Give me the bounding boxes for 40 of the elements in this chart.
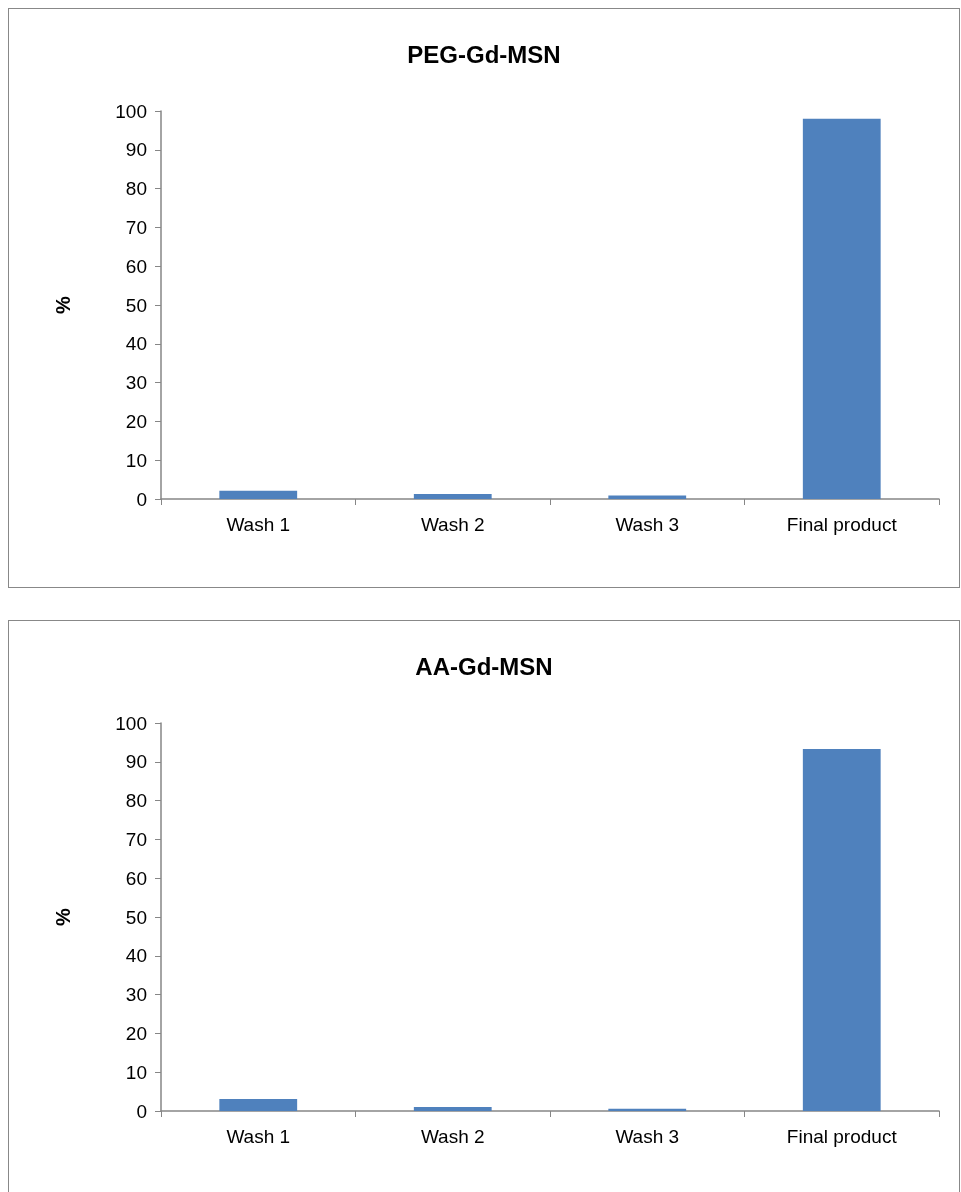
bar xyxy=(802,749,881,1111)
y-tick-label: 20 xyxy=(125,1022,147,1044)
x-tick-label: Final product xyxy=(786,514,898,535)
y-tick-label: 90 xyxy=(125,751,147,773)
y-tick-label: 0 xyxy=(136,1100,147,1122)
y-tick-label: 10 xyxy=(125,449,147,471)
y-tick-label: 70 xyxy=(125,828,147,850)
y-tick-label: 50 xyxy=(125,294,147,316)
bar xyxy=(219,490,298,499)
bar xyxy=(802,118,881,499)
y-tick-label: 60 xyxy=(125,255,147,277)
bar xyxy=(219,1098,298,1111)
x-tick-label: Wash 3 xyxy=(615,1126,680,1147)
y-axis-title: % xyxy=(52,907,74,926)
x-tick-label: Wash 2 xyxy=(420,514,485,535)
y-tick-label: 70 xyxy=(125,216,147,238)
y-tick-label: 0 xyxy=(136,488,147,510)
bar xyxy=(413,1107,492,1111)
y-tick-label: 40 xyxy=(125,333,147,355)
x-tick-label: Wash 3 xyxy=(615,514,680,535)
y-tick-label: 80 xyxy=(125,790,147,812)
x-tick-label: Wash 2 xyxy=(420,1126,485,1147)
y-tick-label: 60 xyxy=(125,867,147,889)
y-tick-label: 80 xyxy=(125,178,147,200)
x-tick-label: Final product xyxy=(786,1126,898,1147)
x-tick-label: Wash 1 xyxy=(226,1126,291,1147)
y-tick-label: 100 xyxy=(115,712,147,734)
y-tick-label: 20 xyxy=(125,410,147,432)
y-tick-label: 40 xyxy=(125,945,147,967)
y-tick-label: 100 xyxy=(115,100,147,122)
y-tick-label: 90 xyxy=(125,139,147,161)
x-tick-label: Wash 1 xyxy=(226,514,291,535)
y-tick-label: 10 xyxy=(125,1061,147,1083)
y-tick-label: 30 xyxy=(125,372,147,394)
chart-title: AA-Gd-MSN xyxy=(415,652,553,680)
bar xyxy=(413,493,492,499)
y-axis-title: % xyxy=(52,295,74,314)
y-tick-label: 50 xyxy=(125,906,147,928)
chart-title: PEG-Gd-MSN xyxy=(407,40,561,68)
y-tick-label: 30 xyxy=(125,984,147,1006)
